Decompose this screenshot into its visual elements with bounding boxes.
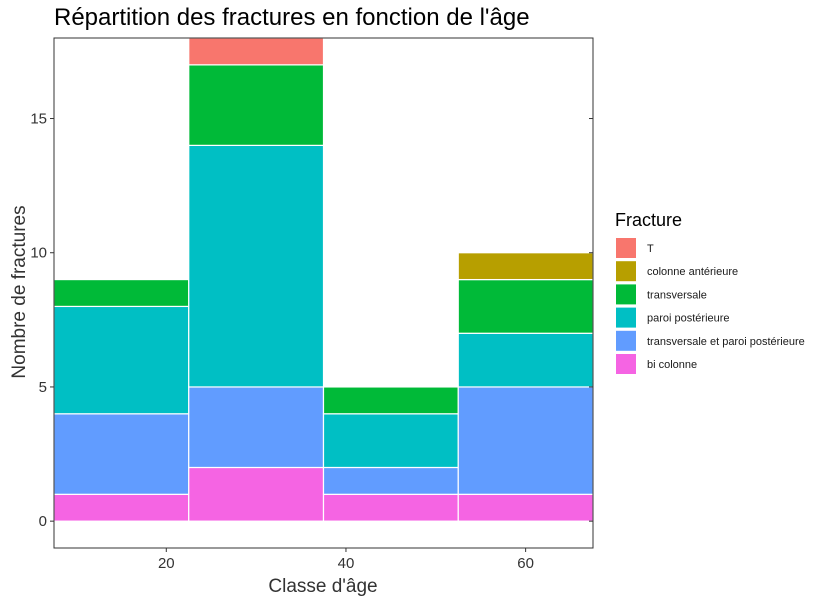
- y-tick-label: 0: [39, 513, 47, 530]
- y-tick-label: 5: [39, 379, 47, 396]
- bar-segment: [457, 252, 594, 281]
- bar-segment: [457, 386, 594, 495]
- legend-swatch: [616, 284, 636, 305]
- legend-swatch: [616, 330, 636, 351]
- legend-swatch: [616, 261, 636, 282]
- bar-segment: [53, 493, 190, 522]
- bar-segment: [457, 493, 594, 522]
- bar-segment: [188, 64, 325, 146]
- y-tick-label: 10: [30, 245, 47, 262]
- bar-segment: [53, 413, 190, 495]
- legend-swatch: [616, 307, 636, 328]
- bar-segment: [53, 278, 190, 308]
- legend-title: Fracture: [615, 210, 682, 230]
- panel-border: [53, 37, 594, 549]
- legend-swatch: [616, 354, 636, 374]
- y-axis-title: Nombre de fractures: [9, 205, 30, 378]
- plot-area: 0 5 10 15 20 40 60: [30, 37, 594, 572]
- bar-segment: [322, 493, 459, 522]
- legend-label: paroi postérieure: [647, 313, 730, 325]
- bar-segment: [322, 413, 459, 469]
- bar-segment: [322, 386, 459, 415]
- x-tick-label: 60: [517, 555, 534, 572]
- x-tick-label: 20: [158, 555, 175, 572]
- legend-label: bi colonne: [647, 359, 697, 371]
- legend-label: transversale et paroi postérieure: [647, 336, 805, 348]
- bar-segment: [322, 466, 459, 495]
- bar-segment: [188, 37, 325, 66]
- y-tick-label: 15: [30, 111, 47, 128]
- chart-title: Répartition des fractures en fonction de…: [54, 4, 530, 31]
- bar-segment: [457, 278, 594, 334]
- bar-segment: [188, 466, 325, 522]
- legend-label: colonne antérieure: [647, 266, 738, 278]
- bar-segment: [188, 386, 325, 469]
- legend-label: transversale: [647, 289, 707, 301]
- bar-segment: [188, 144, 325, 388]
- bar-segment: [53, 305, 190, 415]
- x-axis-title: Classe d'âge: [268, 576, 377, 597]
- legend-swatch: [616, 238, 636, 258]
- x-tick-label: 40: [338, 555, 355, 572]
- legend-label: T: [647, 243, 654, 255]
- bar-segment: [457, 332, 594, 388]
